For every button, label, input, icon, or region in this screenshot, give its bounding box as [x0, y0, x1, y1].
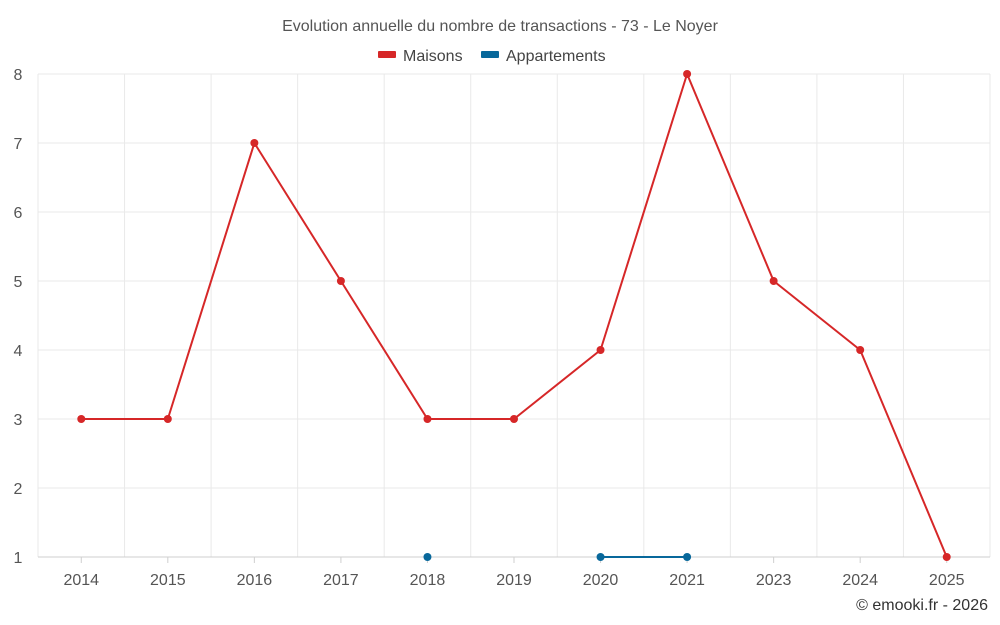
data-point-maisons-2016[interactable] [250, 139, 259, 147]
x-tick-label: 2021 [669, 572, 705, 589]
series-line-segment-maisons [599, 73, 689, 351]
y-tick-label: 3 [14, 412, 23, 429]
data-point-maisons-2020[interactable] [596, 346, 605, 354]
y-axis: 1 2 3 4 5 6 7 8 [14, 67, 23, 567]
series-layer [77, 70, 951, 561]
x-tick-label: 2016 [237, 572, 273, 589]
series-line-segment-maisons [166, 142, 256, 420]
data-point-maisons-2023[interactable] [769, 277, 778, 285]
credit-text: © emooki.fr - 2026 [856, 597, 988, 614]
x-tick-label: 2015 [150, 572, 186, 589]
series-line-segment-maisons [772, 280, 862, 351]
y-tick-label: 1 [14, 550, 23, 567]
series-line-segment-maisons [513, 349, 602, 420]
data-point-maisons-2014[interactable] [77, 415, 86, 423]
series-line-segment-maisons [686, 73, 775, 282]
legend-label-appartements: Appartements [506, 48, 606, 65]
x-tick-label: 2017 [323, 572, 359, 589]
series-line-segment-maisons [253, 142, 342, 282]
x-tick-label: 2025 [929, 572, 965, 589]
legend-label-maisons: Maisons [403, 48, 463, 65]
series-appartements [423, 553, 692, 561]
legend-item-appartements[interactable]: Appartements [481, 48, 606, 65]
data-point-maisons-2025[interactable] [942, 553, 951, 561]
legend-item-maisons[interactable]: Maisons [378, 48, 463, 65]
series-line-segment-maisons [339, 280, 429, 420]
x-axis: 2014 2015 2016 2017 2018 2019 2020 2021 2023 2024… [38, 556, 990, 589]
x-tick-label: 2023 [756, 572, 792, 589]
data-point-maisons-2021[interactable] [683, 70, 692, 78]
legend-swatch-appartements [481, 51, 499, 58]
x-tick-label: 2020 [583, 572, 619, 589]
data-point-maisons-2019[interactable] [510, 415, 518, 423]
y-tick-label: 4 [14, 343, 23, 360]
y-tick-label: 6 [14, 205, 23, 222]
y-tick-label: 8 [14, 67, 23, 84]
chart-title: Evolution annuelle du nombre de transact… [282, 18, 718, 35]
data-point-maisons-2017[interactable] [336, 277, 345, 285]
grid [37, 73, 991, 557]
x-tick-label: 2014 [63, 572, 99, 589]
series-line-segment-maisons [859, 349, 948, 558]
data-point-appartements-2020[interactable] [596, 553, 605, 561]
series-maisons [77, 70, 951, 561]
y-tick-label: 2 [14, 481, 23, 498]
data-point-maisons-2024[interactable] [856, 346, 865, 354]
data-point-maisons-2018[interactable] [423, 415, 432, 423]
legend: Maisons Appartements [378, 48, 606, 65]
x-tick-label: 2024 [842, 572, 878, 589]
legend-swatch-maisons [378, 51, 396, 58]
data-point-maisons-2015[interactable] [163, 415, 172, 423]
data-point-appartements-2021[interactable] [683, 553, 692, 561]
data-point-appartements-2018[interactable] [423, 553, 432, 561]
x-tick-label: 2018 [410, 572, 446, 589]
y-tick-label: 7 [14, 136, 23, 153]
x-tick-label: 2019 [496, 572, 532, 589]
y-tick-label: 5 [14, 274, 23, 291]
